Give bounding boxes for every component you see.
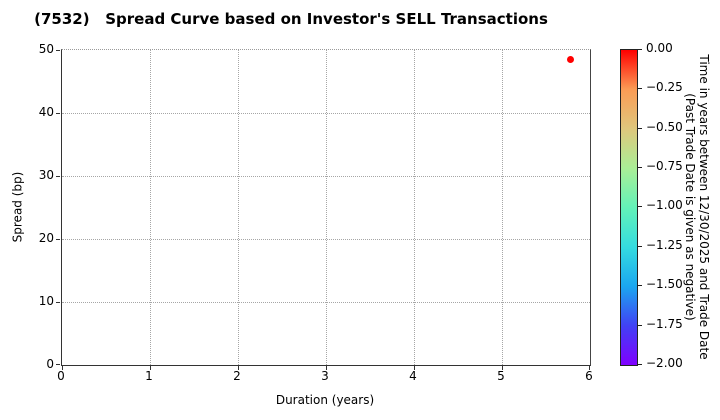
y-tick-label: 0 — [46, 357, 54, 371]
gridline-horizontal — [62, 176, 590, 177]
gridline-vertical — [414, 50, 415, 365]
y-tick-mark — [56, 364, 60, 365]
gridline-vertical — [238, 50, 239, 365]
colorbar-tick-label: −1.75 — [646, 317, 683, 331]
colorbar-axis-label: Time in years between 12/30/2025 and Tra… — [683, 37, 711, 377]
colorbar-tick-label: −2.00 — [646, 356, 683, 370]
colorbar-tick-mark — [638, 364, 642, 365]
y-tick-mark — [56, 176, 60, 177]
gridline-horizontal — [62, 239, 590, 240]
x-tick-label: 5 — [497, 369, 505, 383]
y-axis-label: Spread (bp) — [10, 171, 25, 243]
gridline-vertical — [326, 50, 327, 365]
colorbar-tick-mark — [638, 206, 642, 207]
y-tick-label: 20 — [38, 231, 54, 245]
gridline-vertical — [502, 50, 503, 365]
gridline-horizontal — [62, 113, 590, 114]
x-tick-mark — [589, 366, 590, 370]
chart-title: (7532) Spread Curve based on Investor's … — [34, 10, 548, 28]
colorbar-tick-label: −0.25 — [646, 80, 683, 94]
x-tick-mark — [238, 366, 239, 370]
colorbar-label-line1: Time in years between 12/30/2025 and Tra… — [697, 54, 711, 360]
x-tick-label: 2 — [233, 369, 241, 383]
y-tick-mark — [56, 302, 60, 303]
colorbar-tick-mark — [638, 128, 642, 129]
colorbar-tick-label: −1.50 — [646, 277, 683, 291]
y-tick-label: 30 — [38, 168, 54, 182]
colorbar — [620, 49, 638, 366]
colorbar-tick-label: −1.00 — [646, 198, 683, 212]
x-tick-mark — [414, 366, 415, 370]
colorbar-tick-mark — [638, 285, 642, 286]
x-tick-label: 3 — [321, 369, 329, 383]
data-point — [567, 55, 575, 63]
colorbar-tick-mark — [638, 88, 642, 89]
colorbar-tick-label: −0.75 — [646, 159, 683, 173]
x-tick-mark — [150, 366, 151, 370]
gridline-horizontal — [62, 302, 590, 303]
colorbar-tick-mark — [638, 325, 642, 326]
y-tick-mark — [56, 239, 60, 240]
x-tick-mark — [502, 366, 503, 370]
y-tick-mark — [56, 113, 60, 114]
colorbar-tick-label: −1.25 — [646, 238, 683, 252]
x-tick-mark — [62, 366, 63, 370]
colorbar-tick-mark — [638, 167, 642, 168]
y-tick-label: 10 — [38, 294, 54, 308]
gridline-vertical — [150, 50, 151, 365]
colorbar-tick-mark — [638, 246, 642, 247]
y-tick-label: 50 — [38, 42, 54, 56]
x-tick-label: 1 — [145, 369, 153, 383]
x-tick-mark — [326, 366, 327, 370]
colorbar-tick-label: −0.50 — [646, 120, 683, 134]
x-tick-label: 0 — [57, 369, 65, 383]
x-tick-label: 6 — [585, 369, 593, 383]
y-tick-label: 40 — [38, 105, 54, 119]
plot-area — [56, 49, 591, 370]
colorbar-label-line2: (Past Trade Date is given as negative) — [683, 93, 697, 321]
y-tick-mark — [56, 50, 60, 51]
colorbar-tick-label: 0.00 — [646, 41, 673, 55]
x-tick-label: 4 — [409, 369, 417, 383]
colorbar-tick-mark — [638, 49, 642, 50]
x-axis-label: Duration (years) — [275, 393, 375, 407]
